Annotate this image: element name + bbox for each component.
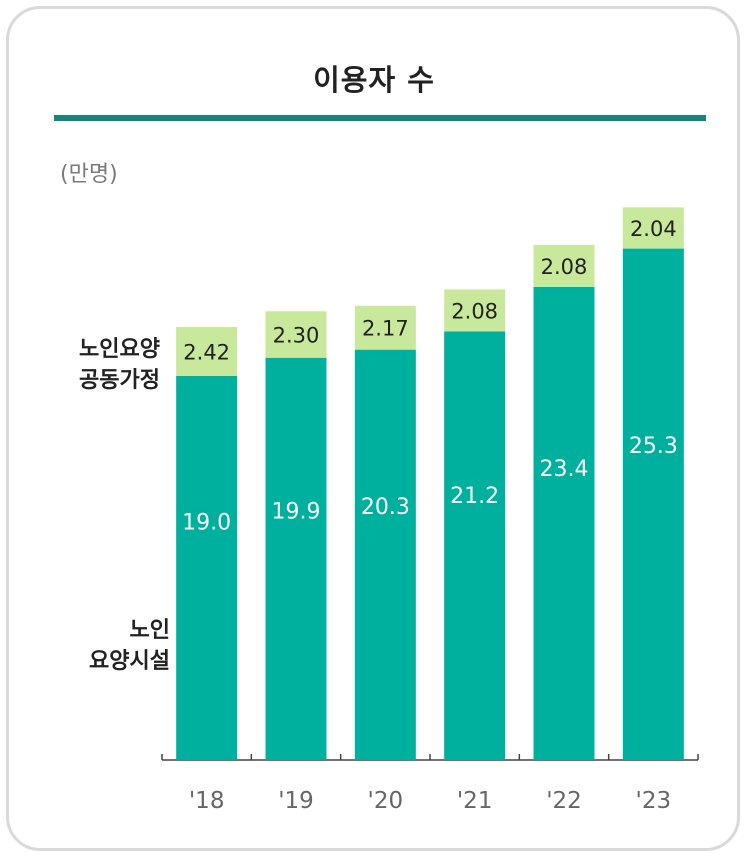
data-label-group-home-2: 2.17	[362, 317, 409, 341]
series-label-care-facility: 노인 요양시설	[89, 618, 170, 674]
data-label-care-facility-5: 25.3	[629, 434, 678, 459]
data-label-group-home-5: 2.04	[630, 217, 677, 241]
data-label-care-facility-4: 23.4	[540, 457, 589, 482]
bar-care-facility-2	[354, 349, 416, 760]
bar-group-home-4	[533, 244, 595, 287]
bar-care-facility-5	[622, 248, 684, 761]
bar-group-home-2	[354, 305, 416, 350]
data-label-group-home-4: 2.08	[541, 255, 588, 279]
bar-care-facility-1	[265, 357, 327, 760]
bar-group-home-5	[622, 207, 684, 249]
unit-label: (만명)	[60, 162, 118, 187]
x-tick-label-4: '22	[546, 788, 582, 814]
bar-group-home-1	[265, 311, 327, 358]
x-tick-label-2: '20	[368, 788, 404, 814]
title-divider	[54, 115, 706, 121]
bar-care-facility-0	[176, 375, 238, 760]
x-tick-label-1: '19	[278, 788, 314, 814]
data-label-group-home-0: 2.42	[183, 340, 230, 364]
bar-care-facility-3	[444, 331, 506, 760]
data-label-care-facility-3: 21.2	[450, 484, 499, 509]
x-tick-label-3: '21	[457, 788, 493, 814]
data-label-group-home-3: 2.08	[451, 299, 498, 323]
data-label-care-facility-2: 20.3	[361, 495, 410, 520]
bar-group-home-0	[176, 327, 238, 376]
chart-title: 이용자 수	[313, 63, 435, 97]
series-label-group-home: 노인요양 공동가정	[79, 337, 160, 393]
bar-care-facility-4	[533, 286, 595, 760]
data-label-care-facility-1: 19.9	[272, 500, 321, 525]
x-tick-label-0: '18	[189, 788, 225, 814]
bar-group-home-3	[444, 289, 506, 332]
data-label-care-facility-0: 19.0	[182, 511, 231, 536]
data-label-group-home-1: 2.30	[273, 323, 320, 347]
x-tick-label-5: '23	[636, 788, 672, 814]
